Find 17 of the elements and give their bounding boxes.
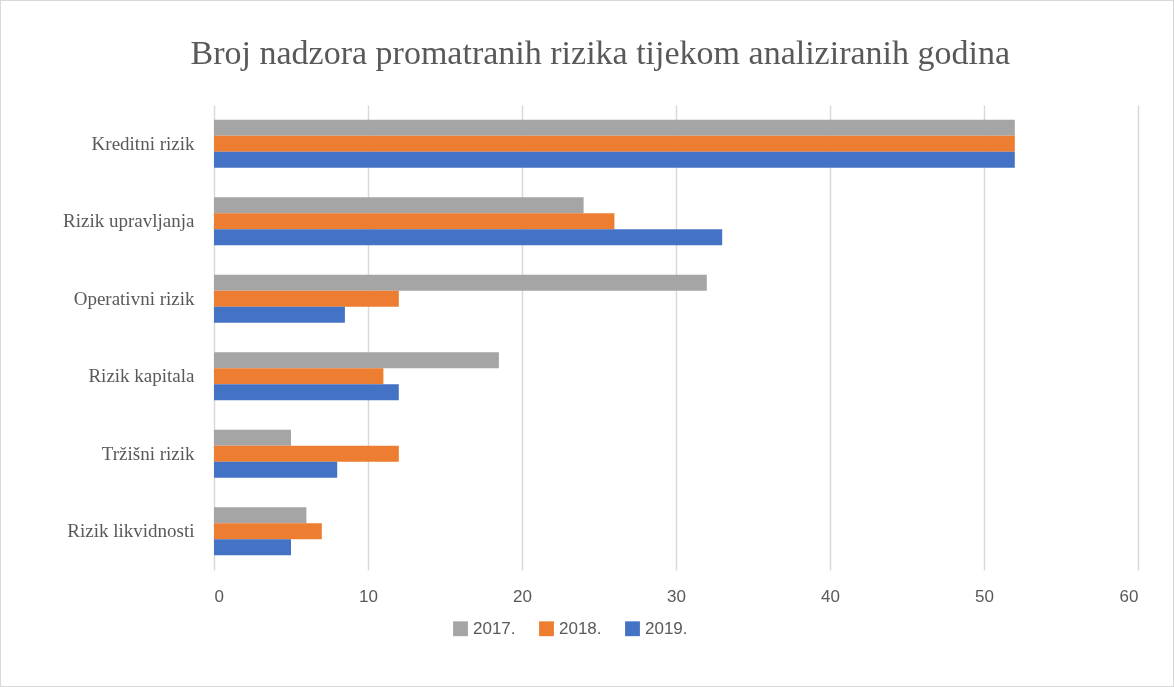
x-tick-label: 60 (1119, 586, 1139, 606)
y-tick-label: Operativni rizik (73, 287, 195, 309)
x-tick-label: 40 (821, 586, 840, 606)
y-tick-label: Kreditni rizik (91, 132, 195, 154)
chart-title: Broj nadzora promatranih rizika tijekom analiziranih godina (190, 34, 1011, 71)
y-tick-label: Tržišni rizik (101, 442, 195, 464)
x-tick-label: 20 (513, 586, 532, 606)
x-tick-label: 50 (975, 586, 994, 606)
legend-label: 2017. (473, 618, 516, 638)
y-tick-label: Rizik likvidnosti (67, 520, 195, 542)
y-tick-label: Rizik upravljanja (63, 210, 196, 232)
x-tick-label: 30 (667, 586, 686, 606)
x-tick-label: 0 (214, 586, 224, 606)
legend-label: 2018. (559, 618, 602, 638)
y-tick-label: Rizik kapitala (88, 365, 196, 387)
x-tick-label: 10 (359, 586, 378, 606)
legend-label: 2019. (645, 618, 688, 638)
